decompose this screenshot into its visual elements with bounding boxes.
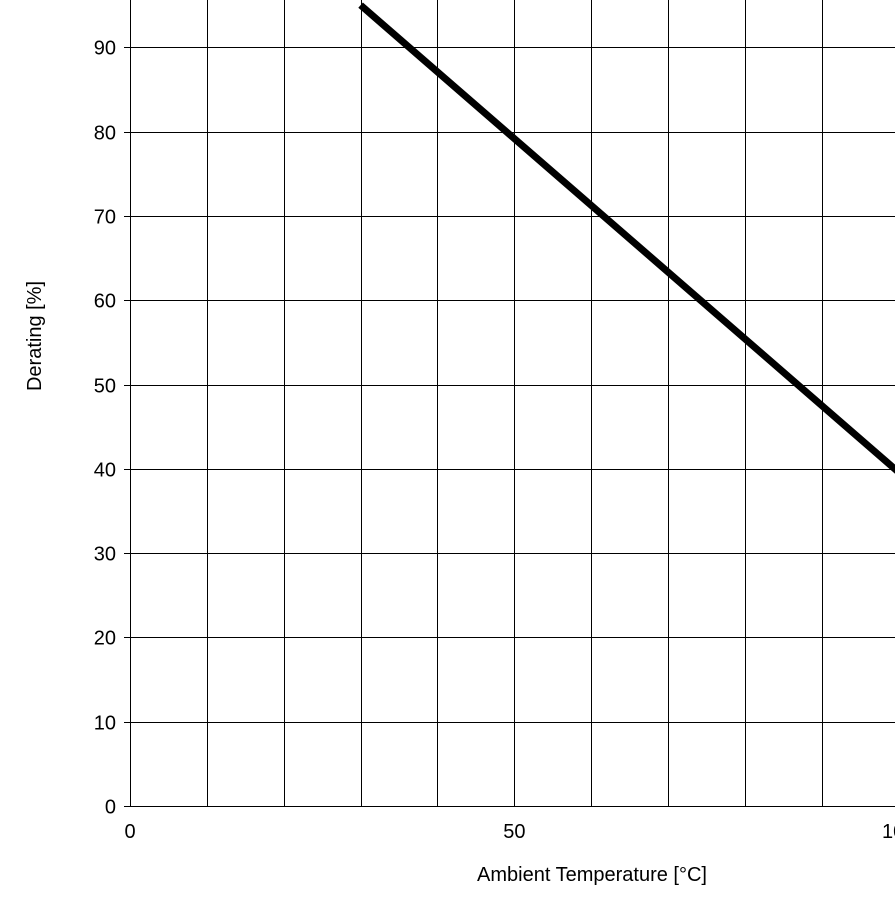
y-tick-label: 50 bbox=[94, 376, 116, 398]
y-tick-label: 0 bbox=[105, 797, 116, 819]
y-axis-title: Derating [%] bbox=[24, 281, 46, 391]
y-tick-label: 80 bbox=[94, 123, 116, 145]
y-tick-label: 10 bbox=[94, 713, 116, 735]
x-axis-title: Ambient Temperature [°C] bbox=[477, 864, 707, 886]
y-tick-label: 60 bbox=[94, 291, 116, 313]
tick-labels: 0102030405060708090050100150 bbox=[94, 38, 895, 844]
y-tick-label: 90 bbox=[94, 38, 116, 60]
series bbox=[358, 2, 895, 474]
axes bbox=[124, 0, 895, 807]
y-tick-label: 70 bbox=[94, 207, 116, 229]
x-tick-label: 50 bbox=[503, 821, 525, 843]
grid bbox=[130, 0, 895, 806]
x-tick-label: 0 bbox=[124, 821, 135, 843]
y-tick-label: 40 bbox=[94, 460, 116, 482]
y-tick-label: 20 bbox=[94, 628, 116, 650]
y-tick-label: 30 bbox=[94, 544, 116, 566]
x-tick-label: 100 bbox=[882, 821, 895, 843]
derating-curve bbox=[358, 2, 895, 474]
